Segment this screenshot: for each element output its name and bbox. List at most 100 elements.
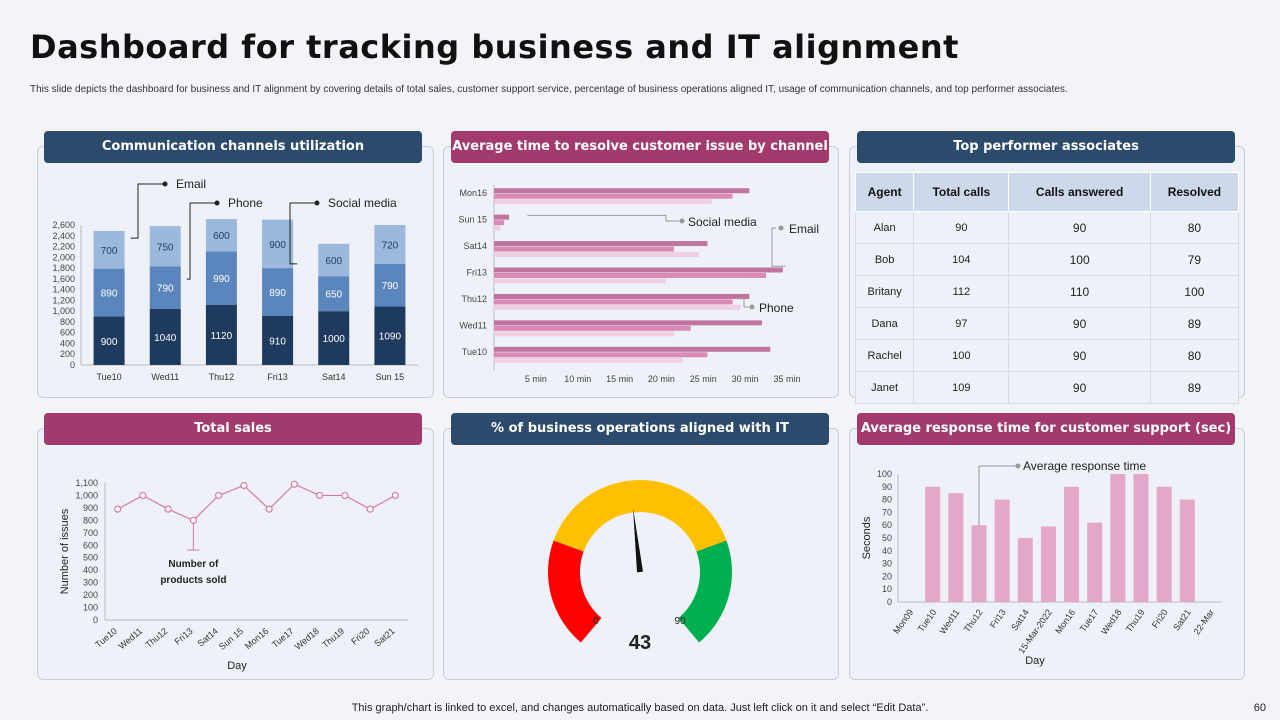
x-tick-label: Wed11 <box>937 607 961 635</box>
y-tick-label: 0 <box>887 597 892 607</box>
gauge-min-label: 0 <box>593 616 599 627</box>
cell: 90 <box>1008 307 1151 340</box>
bar-social-media <box>494 252 700 258</box>
x-tick-label: Mon16 <box>243 626 271 651</box>
cell: 90 <box>913 211 1010 244</box>
comm-panel-title: Communication channels utilization <box>44 131 422 163</box>
bar-email <box>494 346 771 352</box>
x-tick-label: Thu12 <box>209 372 235 382</box>
x-tick-label: 10 min <box>564 374 591 384</box>
y-tick-label: 600 <box>83 540 98 550</box>
data-label: 600 <box>325 256 342 267</box>
bar-phone <box>494 352 708 358</box>
response-bar <box>1179 499 1195 602</box>
cell: Britany <box>854 275 915 308</box>
legend-label: Email <box>176 177 206 191</box>
y-tick-label: 2,000 <box>52 252 75 262</box>
y-tick-label: 2,200 <box>52 242 75 252</box>
cell: Bob <box>854 243 915 276</box>
y-tick-label: 60 <box>882 520 892 530</box>
x-tick-label: Tue10 <box>96 372 121 382</box>
bar-email <box>205 219 237 252</box>
cell: Dana <box>854 307 915 340</box>
top-performer-table: Agent Total calls Calls answered Resolve… <box>854 172 1240 404</box>
gauge-max-label: 90 <box>674 616 686 627</box>
data-point <box>341 491 349 500</box>
x-tick-label: Mon09 <box>891 607 915 635</box>
x-tick-label: Wed11 <box>151 372 179 382</box>
bar-social-media <box>374 306 406 365</box>
data-label: 1040 <box>154 333 177 344</box>
bar-phone <box>494 325 691 331</box>
y-tick-label: 800 <box>60 317 75 327</box>
y-tick-label: 700 <box>83 528 98 538</box>
y-tick-label: 70 <box>882 507 892 517</box>
x-tick-label: Fri13 <box>267 372 288 382</box>
legend-marker <box>778 225 784 231</box>
x-tick-label: 30 min <box>732 374 759 384</box>
x-tick-label: Sun 15 <box>217 626 245 652</box>
y-tick-label: 80 <box>882 495 892 505</box>
bar-social-media <box>494 331 674 337</box>
bar-email <box>494 293 750 299</box>
bar-phone <box>318 276 350 312</box>
y-tick-label: 40 <box>882 546 892 556</box>
x-tick-label: Thu12 <box>962 607 985 634</box>
legend-label: Phone <box>228 196 263 210</box>
response-bar <box>925 486 941 602</box>
cell: 89 <box>1149 371 1240 404</box>
table-row: Dana 97 90 89 <box>854 307 1240 340</box>
response-bar <box>994 499 1010 602</box>
response-bar <box>1087 522 1103 602</box>
cell: 100 <box>913 339 1010 372</box>
x-tick-label: Tue10 <box>93 626 119 650</box>
legend-leader-line <box>771 227 786 267</box>
legend-marker <box>679 218 685 224</box>
response-bar <box>948 493 964 602</box>
legend-leader-line <box>130 183 163 239</box>
sales-panel-title: Total sales <box>44 413 422 445</box>
response-bar <box>1017 538 1033 602</box>
cell: 109 <box>913 371 1010 404</box>
gauge-needle <box>633 508 643 573</box>
bar-social-media <box>494 278 666 284</box>
cell: 110 <box>1008 275 1151 308</box>
x-tick-label: 15 min <box>606 374 633 384</box>
page-title: Dashboard for tracking business and IT a… <box>30 28 959 66</box>
x-tick-label: Sat14 <box>1009 607 1031 632</box>
bar-phone <box>494 220 505 226</box>
data-point <box>391 491 399 500</box>
data-point <box>189 516 197 524</box>
bar-email <box>374 225 406 264</box>
legend-marker <box>749 304 755 310</box>
cell: 90 <box>1008 339 1151 372</box>
y-tick-label: 90 <box>882 482 892 492</box>
x-tick-label: Tue10 <box>916 607 939 633</box>
col-resolved: Resolved <box>1149 172 1240 212</box>
x-tick-label: Tue17 <box>1078 607 1101 633</box>
data-label: 700 <box>101 246 118 257</box>
y-tick-label: 600 <box>60 328 75 338</box>
cell: 104 <box>913 243 1010 276</box>
bar-phone <box>205 251 237 305</box>
data-label: 890 <box>269 288 286 299</box>
sales-line <box>117 483 396 522</box>
legend-marker <box>214 200 220 206</box>
table-row: Britany 112 110 100 <box>854 275 1240 308</box>
bar-phone <box>374 263 406 307</box>
y-tick-label: 1,600 <box>52 274 75 284</box>
data-label: 890 <box>101 289 118 300</box>
data-point <box>265 505 273 513</box>
bar-social-media <box>262 316 294 365</box>
data-label: 900 <box>269 240 286 251</box>
ops-panel <box>443 428 839 680</box>
cell: 97 <box>913 307 1010 340</box>
top-panel-title: Top performer associates <box>857 131 1235 163</box>
col-agent: Agent <box>854 172 915 212</box>
bar-phone <box>494 193 733 199</box>
data-label: 1000 <box>323 334 346 345</box>
bar-email <box>494 188 750 194</box>
bar-email <box>149 226 181 267</box>
table-row: Bob 104 100 79 <box>854 243 1240 276</box>
ops-panel-title: % of business operations aligned with IT <box>451 413 829 445</box>
